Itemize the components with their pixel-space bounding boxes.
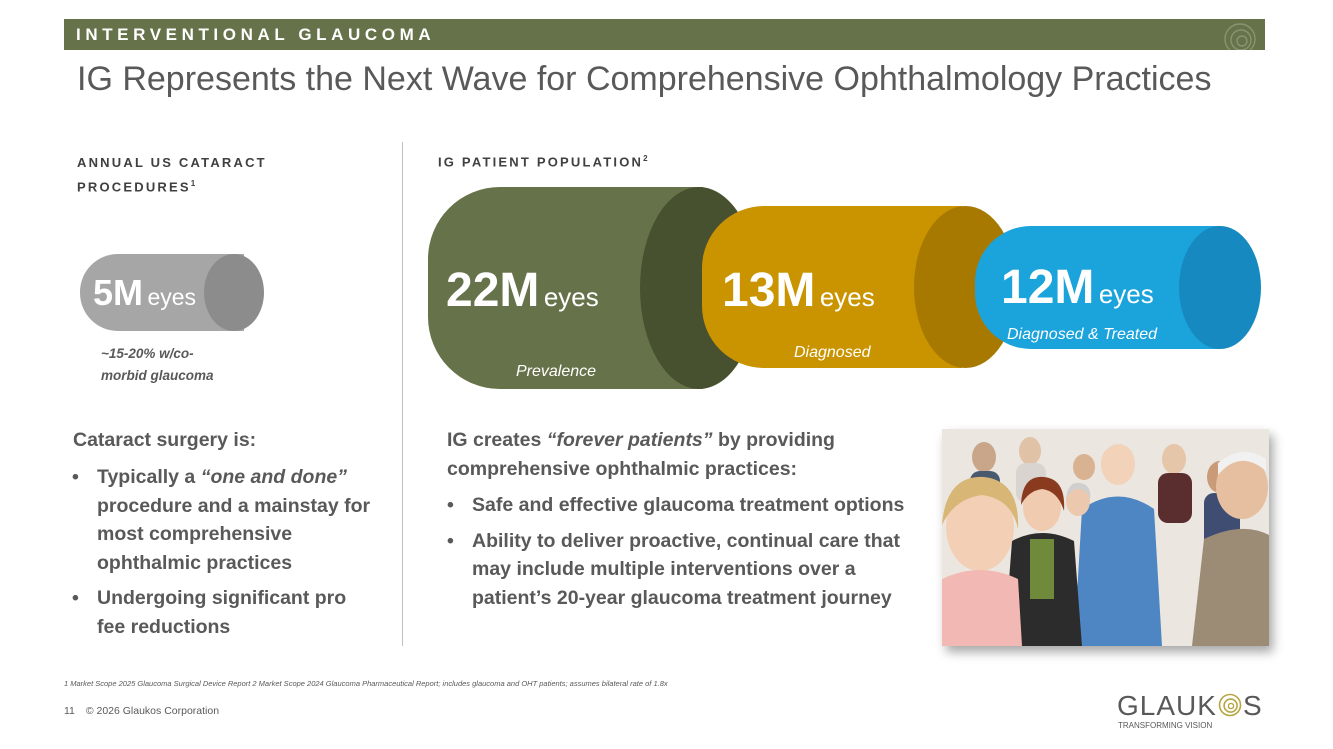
bullet-text: Safe and effective glaucoma treatment op… (472, 494, 905, 516)
cataract-cylinder: 5M eyes (80, 254, 264, 331)
ig-bullet-list: • Safe and effective glaucoma treatment … (447, 491, 935, 619)
value-unit: eyes (819, 282, 875, 312)
cataract-section-label: ANNUAL US CATARACT PROCEDURES1 (77, 152, 267, 197)
swirl-icon (1224, 23, 1256, 50)
cataract-heading: Cataract surgery is: (73, 429, 257, 451)
logo-word-left: GLAUK (1117, 690, 1217, 721)
ig-heading-post: by providing comprehensive ophthalmic pr… (447, 429, 835, 480)
cylinder-cap (204, 254, 264, 331)
bullet-glyph: • (447, 494, 454, 516)
section-banner: INTERVENTIONAL GLAUCOMA (64, 19, 1265, 50)
copyright: © 2026 Glaukos Corporation (85, 705, 220, 717)
bullet-glyph: • (72, 587, 79, 609)
banner-text: INTERVENTIONAL GLAUCOMA (76, 25, 436, 44)
cylinder-cap (1179, 226, 1261, 349)
glaukos-logo: GLAUK S TRANSFORMING VISION (1117, 690, 1272, 735)
treated-cylinder: 12M eyes Diagnosed & Treated (975, 226, 1261, 349)
bullet-text-em: “one and done” (200, 466, 347, 488)
page-title: IG Represents the Next Wave for Comprehe… (77, 60, 1212, 98)
comorbid-note: ~15-20% w/co- morbid glaucoma (101, 343, 241, 387)
footnote-ref-1: 1 (190, 179, 196, 188)
logo-tagline: TRANSFORMING VISION (1118, 721, 1213, 730)
comorbid-note-line2: morbid glaucoma (101, 368, 214, 383)
cataract-bullet-list: • Typically a “one and done” procedure a… (72, 463, 372, 648)
value-unit: eyes (543, 282, 599, 312)
cataract-label-line2: PROCEDURES (77, 179, 191, 195)
treated-value: 12M eyes (1001, 260, 1154, 315)
bullet-text-post: procedure and a mainstay for most compre… (97, 494, 371, 574)
prevalence-caption: Prevalence (516, 363, 597, 380)
cataract-label-line1: ANNUAL US CATARACT (77, 155, 267, 170)
ig-section-label: IG PATIENT POPULATION2 (438, 148, 648, 172)
list-item: • Typically a “one and done” procedure a… (72, 463, 372, 577)
page-footer: 11 © 2026 Glaukos Corporation (64, 705, 219, 717)
list-item: • Undergoing significant pro fee reducti… (72, 584, 372, 641)
page-number: 11 (64, 705, 75, 717)
footnote-ref-2: 2 (643, 154, 648, 163)
column-divider (402, 142, 403, 646)
ig-heading: IG creates “forever patients” by providi… (447, 426, 887, 484)
diagnosed-cylinder: 13M eyes Diagnosed (702, 206, 1017, 368)
diagnosed-value: 13M eyes (722, 263, 875, 318)
list-item: • Safe and effective glaucoma treatment … (447, 491, 935, 520)
ig-heading-em: “forever patients” (546, 429, 713, 451)
value-number: 5M (93, 272, 144, 313)
value-unit: eyes (1098, 279, 1154, 309)
logo-wordmark: GLAUK S (1117, 690, 1263, 722)
bullet-glyph: • (72, 466, 79, 488)
ig-heading-pre: IG creates (447, 429, 547, 451)
source-footnote: 1 Market Scope 2025 Glaucoma Surgical De… (64, 679, 668, 688)
bullet-text: Ability to deliver proactive, continual … (472, 529, 901, 609)
value-unit: eyes (147, 284, 197, 310)
logo-word-right: S (1242, 690, 1263, 721)
value-number: 12M (1001, 261, 1095, 314)
value-number: 13M (722, 264, 816, 317)
prevalence-value: 22M eyes (446, 263, 599, 318)
list-item: • Ability to deliver proactive, continua… (447, 527, 935, 613)
bullet-glyph: • (447, 529, 454, 552)
ig-label-text: IG PATIENT POPULATION (438, 154, 644, 170)
bullet-text-pre: Typically a (97, 466, 201, 488)
comorbid-note-line1: ~15-20% w/co- (101, 346, 194, 361)
bullet-text: Undergoing significant pro fee reduction… (97, 587, 347, 638)
people-illustration (942, 429, 1269, 646)
value-number: 22M (446, 264, 540, 317)
patients-group-photo (942, 429, 1269, 646)
cataract-value: 5M eyes (93, 272, 196, 314)
treated-caption: Diagnosed & Treated (1007, 326, 1158, 343)
diagnosed-caption: Diagnosed (794, 344, 871, 361)
logo-o-swirl-icon (1218, 693, 1242, 717)
